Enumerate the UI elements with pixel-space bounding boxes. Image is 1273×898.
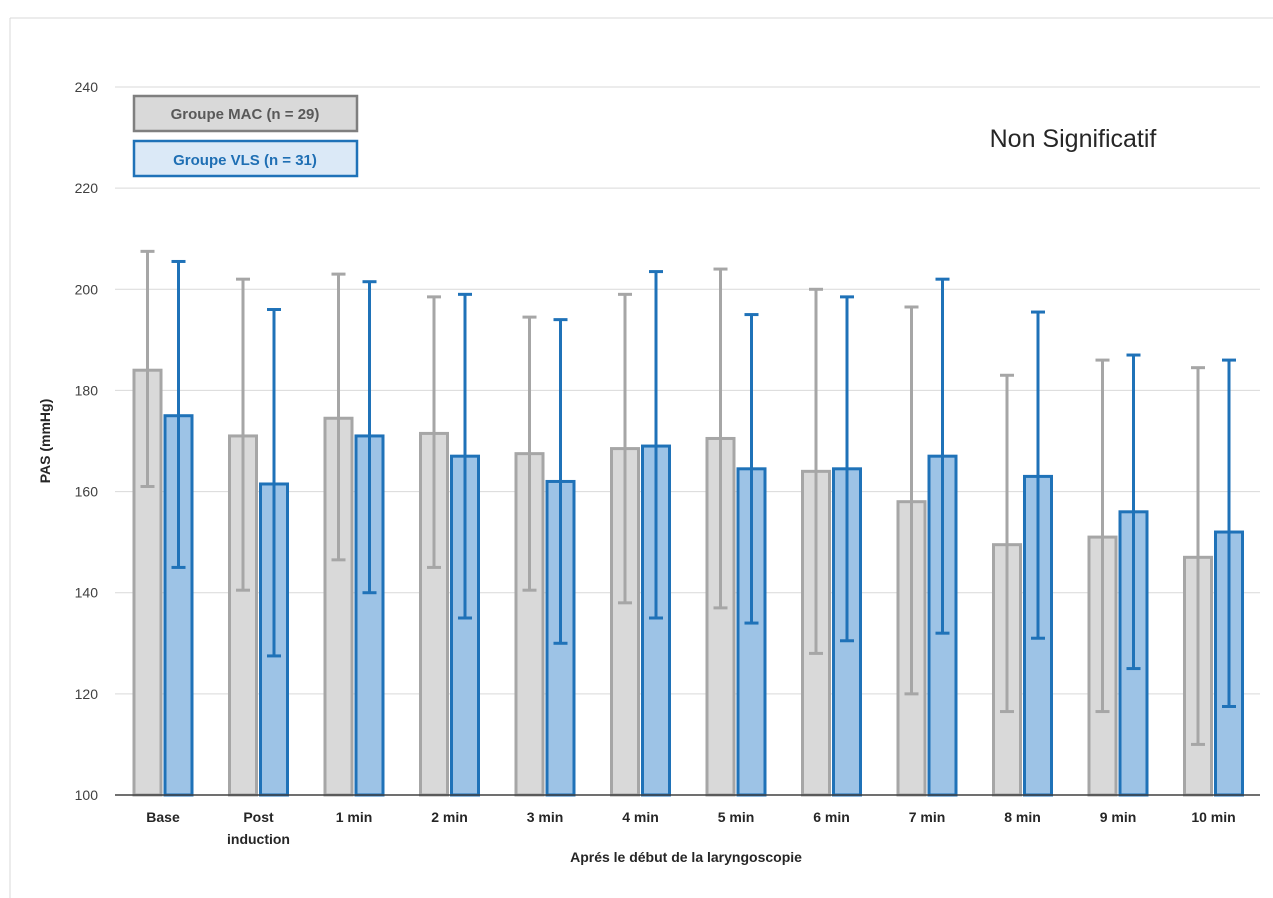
x-tick-label-line: Post xyxy=(243,809,274,825)
x-tick-label: 5 min xyxy=(718,809,755,825)
error-bar-mac xyxy=(140,249,155,489)
x-tick-label-line: 8 min xyxy=(1004,809,1041,825)
gridlines xyxy=(115,86,1260,695)
legend-box-mac xyxy=(132,94,359,133)
y-tick-label: 200 xyxy=(75,281,99,297)
error-bar-mac xyxy=(1191,366,1205,746)
x-tick-label-line: 6 min xyxy=(813,809,850,825)
significance-annotation: Non Significatif xyxy=(990,125,1157,153)
error-bar-vls xyxy=(267,308,281,658)
x-tick-label-line: 3 min xyxy=(527,809,564,825)
legend-box-vls xyxy=(132,139,359,178)
error-bar-mac xyxy=(1000,373,1014,714)
error-bar-vls xyxy=(1126,353,1141,671)
x-tick-label-line: 5 min xyxy=(718,809,755,825)
x-tick-label: Base xyxy=(146,809,180,825)
y-tick-label: 220 xyxy=(75,180,99,196)
y-axis-title: PAS (mmHg) xyxy=(37,399,53,484)
x-tick-label: 2 min xyxy=(431,809,468,825)
error-bar-mac xyxy=(331,272,346,562)
x-tick-label-line: 7 min xyxy=(909,809,946,825)
x-tick-label: Post induction xyxy=(227,809,290,847)
error-bar-mac xyxy=(236,277,250,592)
error-bar-vls xyxy=(362,280,377,595)
x-tick-label: 7 min xyxy=(909,809,946,825)
y-tick-label: 120 xyxy=(75,686,99,702)
x-tick-label: 6 min xyxy=(813,809,850,825)
x-tick-label: 4 min xyxy=(622,809,659,825)
x-tick-label-line: 2 min xyxy=(431,809,468,825)
legend-label-mac: Groupe MAC (n = 29) xyxy=(171,106,320,123)
x-tick-label: 9 min xyxy=(1100,809,1137,825)
error-bar-vls xyxy=(1031,310,1045,640)
x-tick-label: 3 min xyxy=(527,809,564,825)
y-tick-label: 140 xyxy=(75,585,99,601)
error-bar-vls xyxy=(935,277,950,635)
bar-series xyxy=(132,368,1244,797)
legend: Groupe MAC (n = 29) Groupe VLS (n = 31) xyxy=(132,94,359,178)
y-tick-label: 160 xyxy=(75,484,99,500)
error-bar-vls xyxy=(840,295,854,643)
x-tick-label: 1 min xyxy=(336,809,373,825)
error-bars xyxy=(140,249,1236,746)
legend-label-vls: Groupe VLS (n = 31) xyxy=(173,152,317,169)
error-bar-mac xyxy=(522,315,537,592)
error-bar-vls xyxy=(458,292,472,620)
x-axis-title: Aprés le début de la laryngoscopie xyxy=(570,849,802,865)
x-tick-label-line: 9 min xyxy=(1100,809,1137,825)
y-tick-label: 240 xyxy=(75,79,99,95)
error-bar-mac xyxy=(1095,358,1110,714)
error-bar-vls xyxy=(1222,358,1236,708)
error-bar-vls xyxy=(649,270,663,620)
x-tick-label: 10 min xyxy=(1191,809,1235,825)
error-bar-mac xyxy=(713,267,728,610)
x-tick-label-line: 1 min xyxy=(336,809,373,825)
error-bar-mac xyxy=(809,287,823,655)
x-tick-label-line: 10 min xyxy=(1191,809,1235,825)
x-tick-label-line: 4 min xyxy=(622,809,659,825)
error-bar-mac xyxy=(427,295,441,569)
y-tick-label: 100 xyxy=(75,787,99,803)
x-tick-label-line: induction xyxy=(227,831,290,847)
error-bar-vls xyxy=(553,318,568,645)
y-tick-label: 180 xyxy=(75,382,99,398)
x-tick-label: 8 min xyxy=(1004,809,1041,825)
error-bar-vls xyxy=(171,259,186,569)
error-bar-mac xyxy=(904,305,919,696)
error-bar-mac xyxy=(618,292,632,605)
x-tick-label-line: Base xyxy=(146,809,180,825)
y-axis-ticks: 100 120 140 160 180 200 220 240 xyxy=(75,79,99,803)
x-axis-ticks: Base Post induction 1 min 2 min 3 min 4 min 5 m… xyxy=(146,809,1235,847)
error-bar-vls xyxy=(744,313,759,625)
